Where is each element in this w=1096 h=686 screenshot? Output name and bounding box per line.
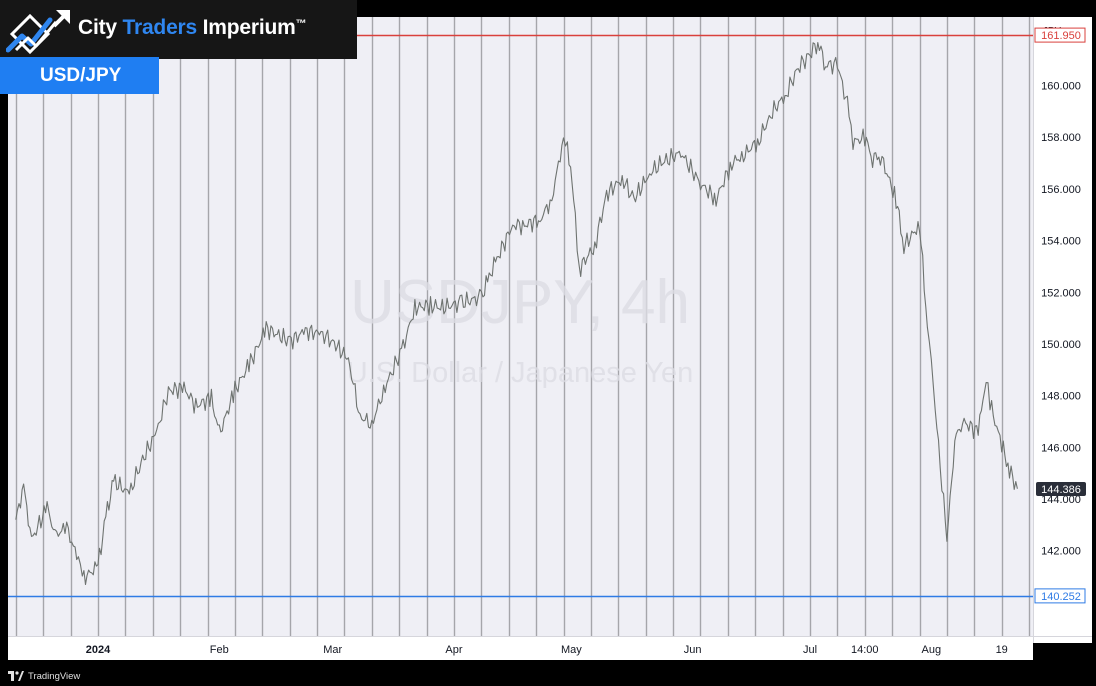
x-tick-label: 14:00 <box>851 644 879 656</box>
support-badge <box>1034 588 1086 604</box>
price-series-line <box>15 42 1018 586</box>
symbol-label: USD/JPY <box>0 57 159 94</box>
time-axis-panel <box>8 636 1033 660</box>
brand-name: City Traders Imperium™ <box>78 16 307 40</box>
y-tick-label: 146.000 <box>1041 442 1081 454</box>
tradingview-logo-icon <box>8 671 24 681</box>
x-tick-label: 19 <box>996 644 1008 656</box>
y-tick-label: 160.000 <box>1041 80 1081 92</box>
y-tick-label: 158.000 <box>1041 132 1081 144</box>
y-tick-label: 142.000 <box>1041 546 1081 558</box>
last-price-badge <box>1036 482 1086 497</box>
brand-name-accent: Traders <box>122 16 198 39</box>
x-tick-label: Mar <box>323 644 342 656</box>
watermark-symbol: USDJPY, 4h <box>350 268 690 337</box>
x-tick-label: 2024 <box>86 644 111 656</box>
x-tick-label: Jun <box>684 644 702 656</box>
y-tick-label: 150.000 <box>1041 339 1081 351</box>
price-axis-panel <box>1033 17 1092 643</box>
y-tick-label: 154.000 <box>1041 236 1081 248</box>
y-tick-label: 148.000 <box>1041 391 1081 403</box>
resistance-value: 161.950 <box>1041 30 1081 42</box>
brand-name-part3: Imperium <box>197 16 296 39</box>
support-value: 140.252 <box>1041 591 1081 603</box>
rising-arrow-chart-icon <box>6 10 70 55</box>
y-tick-label: 144.000 <box>1041 494 1081 506</box>
brand-banner: City Traders Imperium™ <box>0 0 357 59</box>
trademark-symbol: ™ <box>295 18 307 30</box>
y-tick-label: 156.000 <box>1041 184 1081 196</box>
x-tick-label: Apr <box>445 644 462 656</box>
last-price-value: 144.386 <box>1041 484 1081 496</box>
watermark-description: U.S. Dollar / Japanese Yen <box>347 357 694 389</box>
x-tick-label: Aug <box>921 644 941 656</box>
x-tick-label: Jul <box>803 644 817 656</box>
vertical-grid <box>15 17 1031 636</box>
brand-name-part1: City <box>78 16 123 39</box>
y-tick-label: 152.000 <box>1041 287 1081 299</box>
x-tick-label: May <box>561 644 582 656</box>
tradingview-attribution[interactable]: TradingView <box>8 668 80 684</box>
plot-area <box>8 17 1033 636</box>
tradingview-label: TradingView <box>28 670 81 682</box>
resistance-badge <box>1034 27 1086 43</box>
x-tick-label: Feb <box>210 644 229 656</box>
